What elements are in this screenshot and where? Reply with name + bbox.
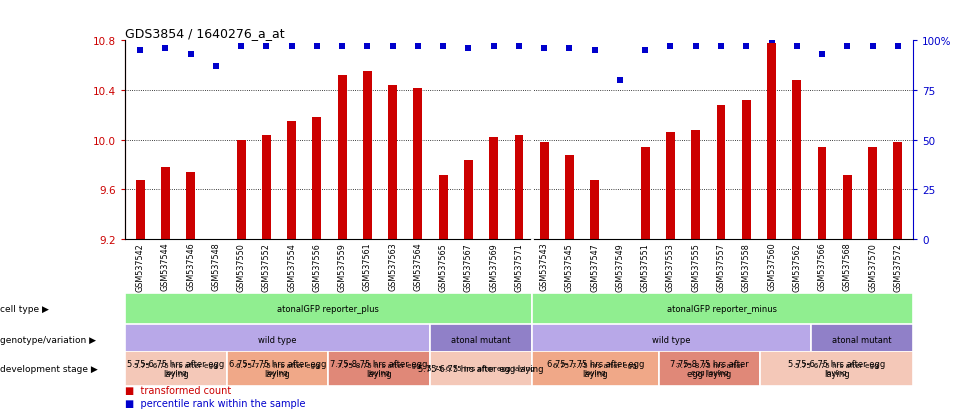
Text: GSM537557: GSM537557: [717, 242, 726, 291]
Bar: [514, 135, 524, 240]
Bar: [818, 148, 826, 240]
Bar: [236, 140, 245, 240]
Text: GSM537546: GSM537546: [186, 242, 195, 291]
Text: GSM537563: GSM537563: [388, 242, 397, 291]
Text: 6.75-7.75 hrs after egg
laying: 6.75-7.75 hrs after egg laying: [235, 362, 319, 375]
Text: GSM537547: GSM537547: [590, 242, 600, 291]
Text: 7.75-8.75 hrs after
egg laying: 7.75-8.75 hrs after egg laying: [670, 359, 749, 378]
Bar: [312, 118, 321, 240]
Text: GDS3854 / 1640276_a_at: GDS3854 / 1640276_a_at: [125, 27, 284, 40]
Text: GSM537566: GSM537566: [818, 242, 826, 291]
Bar: [227, 351, 329, 386]
Bar: [760, 351, 913, 386]
Text: 5.75-6.75 hrs after egg laying: 5.75-6.75 hrs after egg laying: [418, 364, 544, 373]
Text: atonalGFP reporter_plus: atonalGFP reporter_plus: [278, 304, 380, 313]
Bar: [489, 138, 498, 240]
Bar: [125, 324, 430, 355]
Text: GSM537560: GSM537560: [767, 242, 776, 291]
Text: 7.75-8.75 hrs after
egg laying: 7.75-8.75 hrs after egg laying: [676, 362, 744, 375]
Text: GSM537567: GSM537567: [464, 242, 473, 291]
Bar: [464, 160, 473, 240]
Text: GSM537559: GSM537559: [337, 242, 347, 291]
Text: GSM537556: GSM537556: [312, 242, 321, 291]
Bar: [329, 351, 430, 386]
Text: 5.75-6.75 hrs after egg
laying: 5.75-6.75 hrs after egg laying: [127, 359, 225, 378]
Text: ■  percentile rank within the sample: ■ percentile rank within the sample: [125, 398, 306, 408]
Text: GSM537548: GSM537548: [211, 242, 220, 291]
Bar: [337, 76, 347, 240]
Text: GSM537569: GSM537569: [489, 242, 498, 291]
Bar: [868, 148, 877, 240]
Text: GSM537555: GSM537555: [691, 242, 701, 291]
Text: GSM537562: GSM537562: [792, 242, 801, 291]
Bar: [136, 180, 144, 240]
Text: atonalGFP reporter_minus: atonalGFP reporter_minus: [667, 304, 777, 313]
Text: GSM537561: GSM537561: [363, 242, 372, 291]
Bar: [186, 173, 195, 240]
Bar: [531, 324, 811, 355]
Text: GSM537572: GSM537572: [894, 242, 902, 291]
Bar: [767, 44, 776, 240]
Bar: [160, 168, 170, 240]
Text: 7.75-8.75 hrs after egg
laying: 7.75-8.75 hrs after egg laying: [331, 359, 428, 378]
Bar: [262, 135, 271, 240]
Text: cell type ▶: cell type ▶: [0, 304, 49, 313]
Bar: [590, 180, 599, 240]
Text: GSM537552: GSM537552: [261, 242, 271, 291]
Text: GSM537544: GSM537544: [160, 242, 170, 291]
Bar: [540, 143, 549, 240]
Bar: [793, 81, 801, 240]
Text: GSM537564: GSM537564: [413, 242, 423, 291]
Text: GSM537542: GSM537542: [136, 242, 144, 291]
Bar: [439, 175, 448, 240]
Text: 5.75-6.75 hrs after egg
laying: 5.75-6.75 hrs after egg laying: [134, 362, 217, 375]
Bar: [125, 351, 227, 386]
Bar: [430, 351, 531, 386]
Bar: [742, 101, 751, 240]
Bar: [811, 324, 913, 355]
Bar: [894, 143, 902, 240]
Bar: [413, 88, 422, 240]
Text: ■  transformed count: ■ transformed count: [125, 385, 232, 395]
Text: 6.75-7.75 hrs after egg
laying: 6.75-7.75 hrs after egg laying: [554, 362, 637, 375]
Text: GSM537558: GSM537558: [742, 242, 751, 291]
Text: genotype/variation ▶: genotype/variation ▶: [0, 335, 96, 344]
Text: GSM537568: GSM537568: [843, 242, 851, 291]
Text: atonal mutant: atonal mutant: [832, 335, 892, 344]
Text: 5.75-6.75 hrs after egg laying: 5.75-6.75 hrs after egg laying: [427, 366, 534, 372]
Text: GSM537545: GSM537545: [565, 242, 574, 291]
Bar: [430, 324, 531, 355]
Text: 7.75-8.75 hrs after egg
laying: 7.75-8.75 hrs after egg laying: [337, 362, 421, 375]
Bar: [531, 351, 658, 386]
Bar: [388, 86, 397, 240]
Bar: [641, 148, 650, 240]
Text: GSM537549: GSM537549: [615, 242, 625, 291]
Bar: [565, 155, 574, 240]
Text: GSM537570: GSM537570: [868, 242, 877, 291]
Text: wild type: wild type: [653, 335, 691, 344]
Text: GSM537554: GSM537554: [287, 242, 296, 291]
Text: 5.75-6.75 hrs after egg
laying: 5.75-6.75 hrs after egg laying: [788, 359, 885, 378]
Text: wild type: wild type: [259, 335, 297, 344]
Text: GSM537565: GSM537565: [438, 242, 448, 291]
Bar: [125, 293, 531, 324]
Bar: [287, 122, 296, 240]
Bar: [691, 131, 701, 240]
Bar: [531, 293, 913, 324]
Bar: [363, 72, 372, 240]
Text: 6.75-7.75 hrs after egg
laying: 6.75-7.75 hrs after egg laying: [547, 359, 644, 378]
Text: GSM537551: GSM537551: [641, 242, 650, 291]
Text: atonal mutant: atonal mutant: [451, 335, 510, 344]
Bar: [717, 106, 726, 240]
Text: development stage ▶: development stage ▶: [0, 364, 98, 373]
Bar: [666, 133, 675, 240]
Text: 5.75-6.75 hrs after egg
laying: 5.75-6.75 hrs after egg laying: [795, 362, 878, 375]
Text: GSM537553: GSM537553: [666, 242, 675, 291]
Text: GSM537571: GSM537571: [514, 242, 524, 291]
Text: 6.75-7.75 hrs after egg
laying: 6.75-7.75 hrs after egg laying: [229, 359, 326, 378]
Bar: [658, 351, 760, 386]
Bar: [843, 175, 851, 240]
Text: GSM537543: GSM537543: [540, 242, 549, 291]
Text: GSM537550: GSM537550: [236, 242, 246, 291]
